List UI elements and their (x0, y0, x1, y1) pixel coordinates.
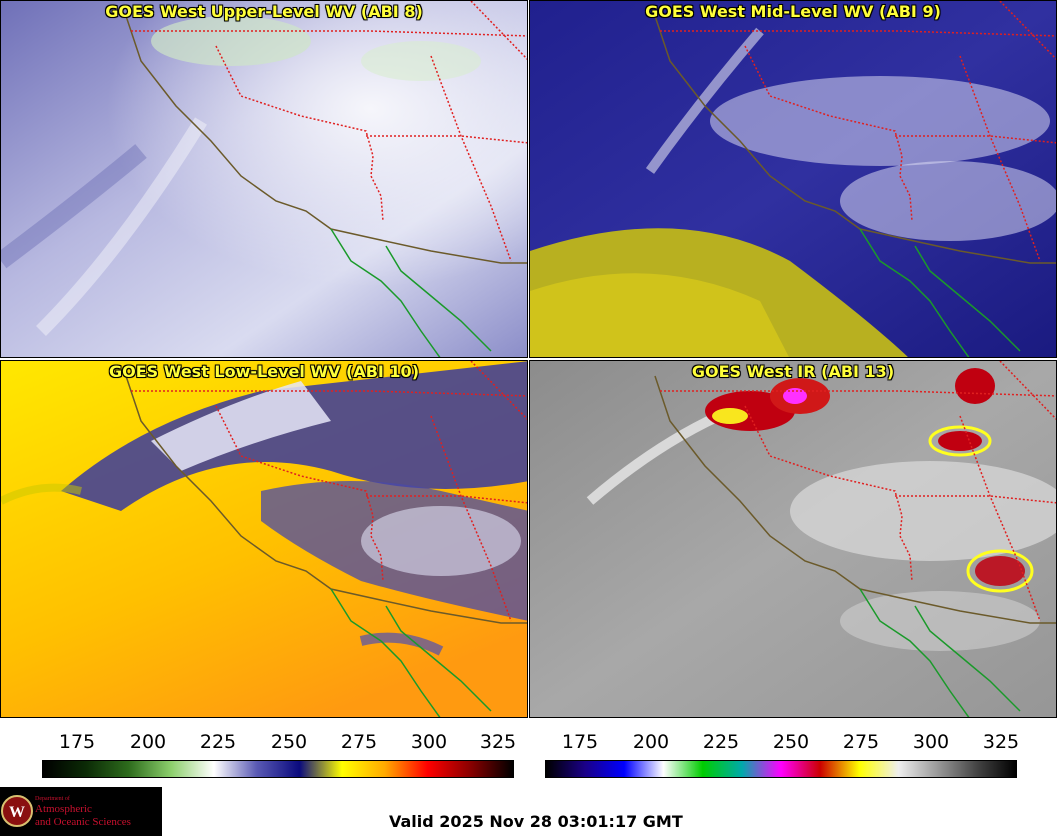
ir-color-scale: 175 200 225 250 275 300 325 (545, 728, 1020, 780)
ir-tick-label: 225 (702, 731, 740, 753)
ir-tick-label: 175 (561, 731, 599, 753)
logo-line-3: and Oceanic Sciences (35, 816, 131, 828)
mid-level-wv-image (530, 1, 1056, 357)
low-level-wv-panel: GOES West Low-Level WV (ABI 10) (0, 360, 528, 718)
wv-tick-label: 325 (479, 731, 517, 753)
wv-color-scale: 175 200 225 250 275 300 325 (42, 728, 517, 780)
upper-level-wv-image (1, 1, 527, 357)
low-level-wv-title: GOES West Low-Level WV (ABI 10) (108, 362, 419, 381)
upper-level-wv-title: GOES West Upper-Level WV (ABI 8) (105, 2, 423, 21)
wv-tick-label: 225 (199, 731, 237, 753)
wv-tick-label: 250 (270, 731, 308, 753)
ir-tick-label: 250 (772, 731, 810, 753)
ir-title: GOES West IR (ABI 13) (691, 362, 895, 381)
ir-tick-label: 275 (842, 731, 880, 753)
wv-colorbar (42, 760, 514, 778)
upper-level-wv-panel: GOES West Upper-Level WV (ABI 8) (0, 0, 528, 358)
logo-line-2: Atmospheric (35, 803, 92, 815)
mid-level-wv-title: GOES West Mid-Level WV (ABI 9) (645, 2, 941, 21)
ir-tick-label: 325 (982, 731, 1020, 753)
ir-colorbar (545, 760, 1017, 778)
aos-logo: W Department of Atmospheric and Oceanic … (0, 787, 162, 836)
wv-tick-label: 300 (410, 731, 448, 753)
ir-tick-label: 300 (912, 731, 950, 753)
valid-time: Valid 2025 Nov 28 03:01:17 GMT (389, 812, 683, 831)
low-level-wv-image (1, 361, 527, 717)
ir-image (530, 361, 1056, 717)
wv-tick-label: 200 (129, 731, 167, 753)
uw-crest-icon: W (1, 795, 33, 827)
mid-level-wv-panel: GOES West Mid-Level WV (ABI 9) (529, 0, 1057, 358)
crest-letter: W (9, 804, 25, 821)
wv-tick-label: 275 (340, 731, 378, 753)
ir-tick-label: 200 (632, 731, 670, 753)
ir-panel: GOES West IR (ABI 13) (529, 360, 1057, 718)
wv-tick-label: 175 (58, 731, 96, 753)
logo-line-1: Department of (35, 796, 70, 802)
